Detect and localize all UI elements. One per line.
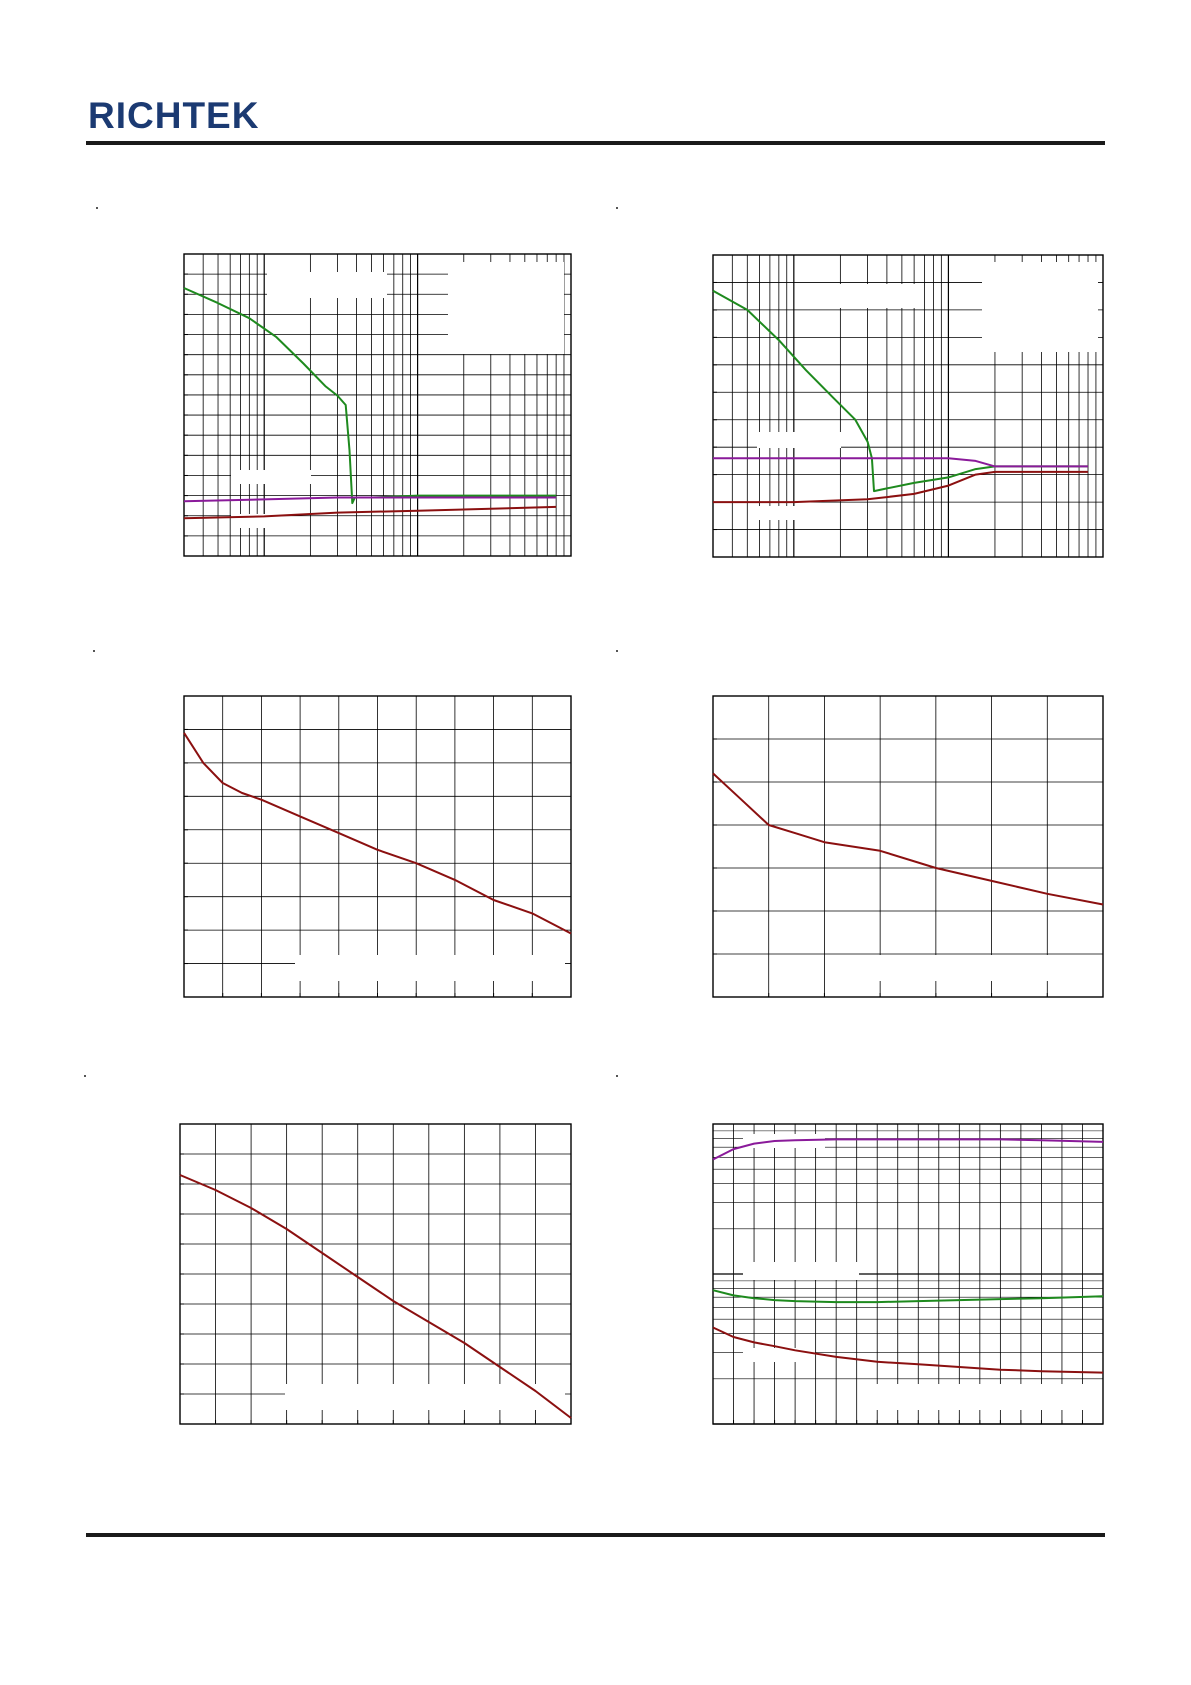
series-red-line <box>712 1326 1104 1374</box>
chart-6 <box>712 1123 1104 1425</box>
label-mask <box>872 1384 1098 1410</box>
chart-4 <box>712 695 1104 998</box>
chart-2 <box>712 254 1104 558</box>
logo-text: RICHTEK <box>88 98 259 134</box>
series-green-line <box>712 1289 1104 1304</box>
label-mask <box>285 1384 565 1410</box>
label-mask <box>267 272 387 298</box>
plot-frame <box>712 695 1104 998</box>
series-purple-line <box>712 1138 1104 1161</box>
series-red-line <box>713 470 1088 504</box>
label-mask <box>295 955 565 981</box>
series-purple-line <box>713 457 1088 468</box>
figure-mark <box>616 650 618 652</box>
figure-mark <box>84 1075 86 1077</box>
label-mask <box>826 955 1096 981</box>
figure-mark <box>616 1075 618 1077</box>
chart-1 <box>183 253 572 557</box>
plot-frame <box>712 1123 1104 1425</box>
plot-frame <box>183 253 572 557</box>
figure-mark <box>93 650 95 652</box>
series-green-line <box>183 287 557 505</box>
label-mask <box>448 262 564 354</box>
richtek-logo: RICHTEK <box>88 98 259 134</box>
label-mask <box>800 284 916 308</box>
label-mask <box>231 470 311 484</box>
plot-frame <box>712 254 1104 558</box>
chart-5 <box>179 1123 572 1425</box>
series-red-line <box>712 772 1104 906</box>
plot-frame <box>179 1123 572 1425</box>
series-green-line <box>712 289 1088 493</box>
figure-mark <box>616 207 618 209</box>
label-mask <box>982 262 1098 352</box>
footer-rule <box>86 1533 1105 1537</box>
header-rule <box>86 141 1105 145</box>
series-purple-line <box>183 496 557 503</box>
series-red-line <box>183 505 557 520</box>
label-mask <box>757 506 805 520</box>
plot-frame <box>183 695 572 998</box>
series-red-line <box>179 1174 572 1419</box>
label-mask <box>743 1262 859 1280</box>
label-mask <box>757 432 841 448</box>
figure-mark <box>96 207 98 209</box>
chart-3 <box>183 695 572 998</box>
label-mask <box>743 1348 815 1362</box>
series-red-line <box>183 732 572 935</box>
